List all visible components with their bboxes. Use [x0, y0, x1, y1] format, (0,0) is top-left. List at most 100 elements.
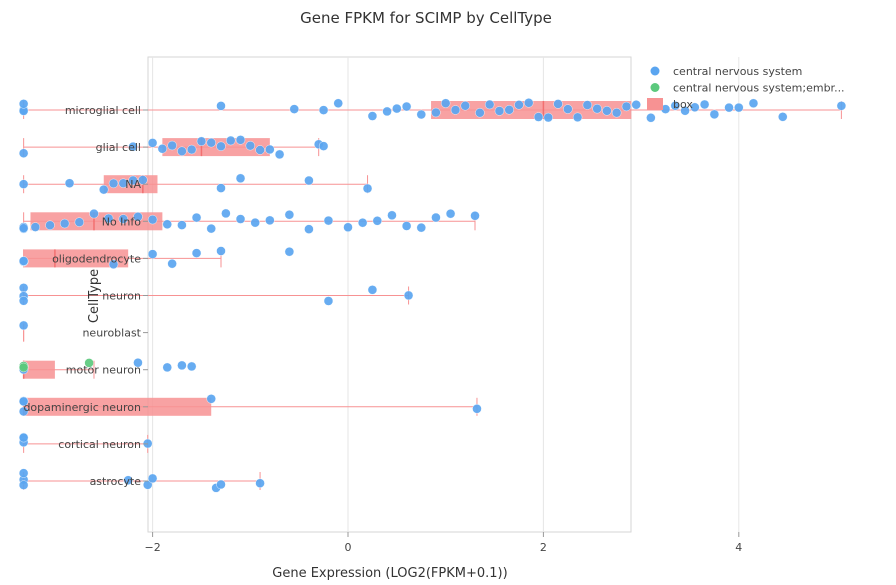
data-point — [118, 214, 128, 224]
data-point — [524, 98, 534, 108]
y-axis-tick-labels: microglial cell glial cell NA No Info oligod… — [23, 104, 148, 488]
data-point — [108, 178, 119, 189]
data-point — [123, 475, 133, 485]
data-point — [196, 136, 207, 146]
x-axis-title: Gene Expression (LOG2(FPKM+0.1)) — [272, 566, 507, 581]
data-point — [255, 145, 265, 155]
data-point — [64, 178, 75, 188]
data-point — [670, 101, 680, 111]
data-point — [416, 222, 426, 233]
legend-marker — [650, 66, 660, 76]
data-point — [167, 258, 177, 269]
data-point — [484, 99, 495, 110]
data-point — [84, 358, 94, 368]
data-point — [431, 107, 441, 118]
data-point — [631, 100, 641, 110]
data-point — [147, 214, 158, 225]
data-point — [582, 100, 593, 110]
data-point — [18, 256, 29, 266]
data-point — [191, 248, 202, 258]
data-point — [563, 104, 573, 114]
data-point — [162, 362, 172, 373]
data-point — [611, 108, 622, 118]
data-point — [157, 144, 168, 154]
data-point — [592, 104, 602, 114]
data-point — [235, 173, 246, 184]
box-iqr — [23, 397, 212, 416]
data-point — [167, 140, 177, 151]
data-point — [191, 212, 202, 223]
data-point — [284, 210, 295, 220]
data-point — [318, 141, 329, 151]
data-point — [836, 101, 847, 111]
y-tick-label: cortical neuron — [58, 438, 141, 451]
data-point — [18, 362, 29, 373]
data-point — [59, 218, 70, 229]
data-point — [514, 100, 524, 110]
data-point — [372, 216, 383, 226]
data-point — [18, 296, 29, 306]
data-point — [709, 109, 720, 120]
box-iqr — [23, 360, 55, 379]
data-point — [289, 104, 299, 114]
data-point — [646, 113, 656, 123]
legend-marker — [650, 83, 660, 92]
data-point — [504, 105, 514, 115]
legend-label: central nervous system;embr... — [673, 82, 845, 95]
data-point — [177, 360, 187, 371]
data-point — [143, 480, 153, 490]
y-tick-label: NA — [125, 178, 141, 191]
data-point — [367, 285, 378, 295]
data-point — [133, 358, 143, 368]
data-point — [470, 211, 480, 221]
data-point — [392, 103, 402, 114]
data-point — [602, 106, 612, 116]
y-tick-label: microglial cell — [65, 104, 141, 117]
data-point — [553, 99, 563, 109]
data-point — [133, 212, 143, 222]
data-point — [403, 290, 414, 301]
data-point — [147, 138, 158, 148]
data-point — [533, 112, 544, 122]
data-point — [103, 213, 114, 224]
grid-lines — [152, 57, 740, 532]
data-point — [441, 98, 451, 108]
data-point — [18, 99, 29, 109]
data-point — [323, 296, 334, 306]
data-point — [186, 144, 197, 155]
data-point — [206, 137, 216, 148]
data-point — [74, 217, 85, 227]
data-point — [147, 249, 158, 259]
data-point — [445, 208, 456, 219]
x-tick-label: 0 — [345, 541, 352, 554]
data-point — [323, 215, 334, 226]
data-point — [621, 101, 632, 112]
data-point — [357, 217, 368, 228]
data-point — [475, 108, 485, 118]
data-point — [284, 247, 295, 257]
data-point — [18, 223, 29, 233]
data-point — [304, 224, 314, 234]
data-point — [367, 111, 378, 121]
data-point — [18, 148, 29, 158]
data-point — [177, 146, 187, 156]
box-iqr — [23, 249, 129, 268]
data-point — [274, 149, 285, 160]
data-point — [572, 112, 583, 122]
data-point — [30, 222, 41, 232]
y-tick-label: oligodendrocyte — [52, 252, 141, 265]
data-point — [401, 221, 412, 231]
data-point — [162, 219, 172, 229]
data-point — [186, 361, 197, 372]
data-point — [255, 478, 265, 488]
data-point — [216, 183, 226, 193]
data-point — [108, 259, 119, 270]
data-point — [734, 102, 744, 113]
data-point — [724, 102, 734, 113]
data-point — [460, 101, 470, 111]
plot-frame — [147, 56, 632, 533]
data-point — [450, 105, 461, 115]
data-point — [118, 178, 128, 188]
